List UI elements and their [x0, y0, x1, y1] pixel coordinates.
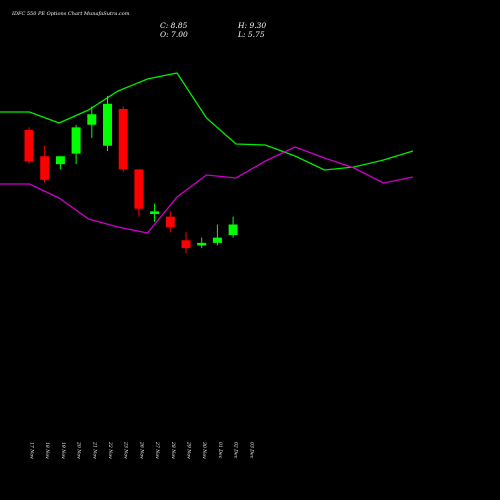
- x-tick-label: 03 Dec: [248, 442, 254, 459]
- candle-body: [71, 127, 81, 154]
- candle-body: [40, 156, 50, 180]
- candle-5: [103, 95, 112, 151]
- candle-body: [212, 237, 222, 243]
- candle-13: [228, 216, 238, 238]
- x-tick-label: 26 Nov: [138, 441, 144, 459]
- x-tick-label: 02 Dec: [233, 442, 239, 459]
- x-tick-label: 01 Dec: [217, 442, 223, 459]
- candle-2: [55, 156, 65, 170]
- candle-6: [118, 106, 128, 172]
- candle-4: [87, 106, 97, 138]
- candles: [24, 95, 238, 254]
- candle-body: [165, 216, 175, 228]
- candle-body: [134, 169, 144, 209]
- candle-body: [197, 242, 207, 246]
- x-tick-label: 28 Nov: [170, 441, 176, 459]
- indicator-lines: [0, 72, 414, 234]
- x-tick-label: 23 Nov: [123, 441, 129, 459]
- candle-body: [118, 109, 128, 170]
- chart-header: IDFC 550 PE Options Chart MunafaSutra.co…: [11, 11, 130, 17]
- indicator-line-2: [0, 146, 414, 234]
- candle-1: [40, 145, 50, 183]
- candle-3: [71, 124, 81, 165]
- candle-body: [150, 211, 160, 214]
- x-axis-labels: 17 Nov 18 Nov 19 Nov 20 Nov 21 Nov 22 Nov 23 N…: [29, 441, 255, 459]
- open-value: O: 7.00: [160, 30, 188, 39]
- candle-body: [87, 114, 97, 125]
- candle-8: [150, 203, 160, 222]
- x-tick-label: 27 Nov: [154, 441, 160, 459]
- x-tick-label: 19 Nov: [60, 442, 66, 459]
- x-tick-label: 21 Nov: [91, 441, 97, 459]
- candle-body: [181, 240, 191, 249]
- x-tick-label: 18 Nov: [44, 442, 50, 459]
- x-tick-label: 22 Nov: [107, 441, 113, 459]
- candle-body: [24, 130, 34, 162]
- low-value: L: 5.75: [237, 30, 265, 39]
- candle-12: [212, 224, 222, 246]
- indicator-line-1: [0, 72, 414, 171]
- candle-10: [181, 232, 191, 254]
- candle-0: [24, 127, 34, 165]
- candle-7: [134, 169, 144, 217]
- candle-11: [197, 237, 207, 249]
- candle-body: [55, 156, 65, 165]
- candle-body: [228, 224, 238, 235]
- candle-9: [165, 211, 175, 233]
- close-value: C: 8.85: [160, 21, 188, 30]
- x-tick-label: 20 Nov: [76, 441, 82, 459]
- x-tick-label: 17 Nov: [29, 442, 35, 459]
- high-value: H: 9.30: [237, 21, 266, 30]
- candle-body: [103, 103, 112, 146]
- x-tick-label: 30 Nov: [201, 442, 207, 459]
- x-tick-label: 29 Nov: [186, 441, 192, 459]
